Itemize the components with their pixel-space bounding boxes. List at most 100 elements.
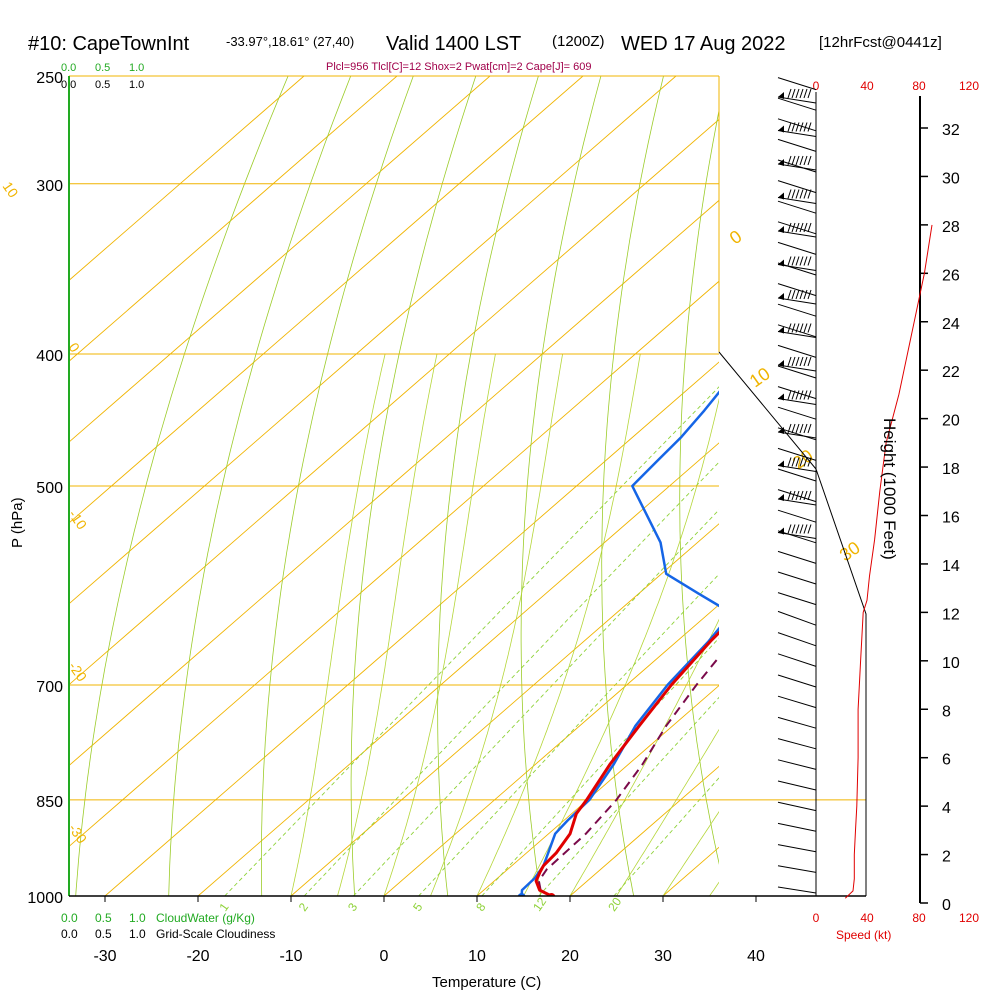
temperature-axis-label: Temperature (C) bbox=[432, 974, 541, 991]
wind-barb-feather bbox=[799, 289, 804, 300]
surface-temperature-dot bbox=[547, 893, 556, 896]
pressure-tick-label: 300 bbox=[36, 178, 63, 195]
temperature-tick-label: 0 bbox=[380, 948, 389, 965]
wind-barb bbox=[777, 447, 817, 461]
wind-barb-feather bbox=[803, 524, 808, 534]
wind-barb-feather bbox=[795, 524, 800, 534]
wind-barb-feather bbox=[807, 390, 812, 400]
wind-barb-feather bbox=[787, 222, 792, 233]
pressure-tick-label: 1000 bbox=[27, 890, 63, 907]
wind-barb-pennant bbox=[778, 159, 784, 166]
wind-barb bbox=[777, 406, 817, 420]
wind-barb bbox=[777, 571, 817, 585]
wind-barb-feather bbox=[799, 490, 804, 501]
wind-barb-feather bbox=[803, 423, 808, 434]
wind-barb-feather bbox=[803, 88, 808, 99]
wind-barb bbox=[777, 738, 817, 750]
wind-barb-feather bbox=[791, 189, 796, 199]
wind-barb bbox=[777, 159, 817, 173]
wind-barb-feather bbox=[787, 189, 792, 199]
temperature-tick-label: 20 bbox=[561, 948, 579, 965]
wind-barb-feather bbox=[787, 423, 792, 434]
wind-barb-feather bbox=[803, 490, 808, 501]
isotherm-line bbox=[69, 76, 305, 281]
height-tick-label: 18 bbox=[942, 461, 960, 478]
wind-barb bbox=[777, 844, 817, 853]
moist-adiabat bbox=[756, 354, 1000, 896]
temperature-tick-label: -30 bbox=[93, 948, 116, 965]
wind-barb-feather bbox=[791, 155, 796, 166]
isotherm-label: 30 bbox=[836, 537, 864, 565]
isotherm-line bbox=[69, 76, 491, 443]
wind-barb-feather bbox=[799, 323, 804, 333]
mixing-ratio-label: 2 bbox=[296, 900, 311, 914]
wind-panel: 0246810121416182022242628303200404080801… bbox=[718, 77, 979, 925]
wind-barb-feather bbox=[803, 222, 808, 233]
speed-tick-bottom: 40 bbox=[860, 911, 874, 925]
wind-barb-feather bbox=[791, 390, 796, 400]
utc-time: (1200Z) bbox=[552, 33, 605, 50]
profile-curves bbox=[517, 390, 719, 896]
wind-barb-feather bbox=[795, 289, 800, 300]
wind-barb bbox=[777, 592, 817, 606]
wind-barb bbox=[777, 398, 817, 405]
speed-tick-bottom: 0 bbox=[813, 911, 820, 925]
wind-barb-feather bbox=[795, 457, 800, 467]
wind-barb bbox=[777, 530, 817, 544]
wind-barb-feather bbox=[795, 423, 800, 434]
wind-barb bbox=[777, 344, 817, 358]
dry-adiabat bbox=[679, 108, 719, 865]
wind-barb-feather bbox=[799, 524, 804, 534]
wind-barb bbox=[777, 822, 817, 832]
wind-barb bbox=[777, 200, 817, 214]
cloudiness-tick-bot-2: 1.0 bbox=[129, 927, 146, 941]
wind-barb-feather bbox=[803, 122, 808, 132]
dry-adiabat bbox=[168, 76, 352, 896]
wind-barb-feather bbox=[807, 524, 812, 534]
mixing-ratio-line bbox=[481, 637, 719, 896]
wind-barb bbox=[777, 197, 817, 204]
wind-barb bbox=[777, 303, 817, 317]
wind-barb-feather bbox=[807, 323, 812, 333]
wind-barb-pennant bbox=[778, 427, 784, 434]
wind-barb-feather bbox=[791, 356, 796, 367]
wind-barb-feather bbox=[795, 155, 800, 166]
wind-barb-feather bbox=[799, 222, 804, 233]
wind-barb bbox=[777, 365, 817, 379]
speed-tick-bottom: 80 bbox=[912, 911, 926, 925]
wind-barb-feather bbox=[803, 323, 808, 333]
dry-adiabat bbox=[350, 76, 477, 896]
wind-barb-feather bbox=[803, 256, 808, 266]
temperature-tick-label: 40 bbox=[747, 948, 765, 965]
wind-barb-feather bbox=[807, 289, 812, 300]
wind-barb-feather bbox=[795, 189, 800, 199]
wind-barb-feather bbox=[799, 256, 804, 266]
isotherm-line bbox=[756, 76, 1000, 896]
moist-adiabat bbox=[290, 353, 386, 896]
station-coords: -33.97°,18.61° (27,40) bbox=[226, 34, 354, 49]
dry-adiabat bbox=[261, 76, 414, 896]
wind-barb bbox=[777, 886, 817, 894]
speed-tick-bottom: 120 bbox=[959, 911, 979, 925]
wind-barb bbox=[777, 653, 817, 667]
wind-barb-feather bbox=[803, 356, 808, 367]
wind-speed-profile bbox=[844, 224, 933, 899]
mixing-ratio-label: 3 bbox=[345, 900, 360, 914]
pressure-tick-label: 850 bbox=[36, 794, 63, 811]
cloud-tick-top-1: 0.5 bbox=[95, 62, 110, 74]
surface-dewpoint-dot bbox=[517, 893, 526, 896]
wind-barb-feather bbox=[795, 356, 800, 367]
wind-barb-feather bbox=[795, 323, 800, 333]
wind-barb-pennant bbox=[778, 259, 784, 267]
wind-barb bbox=[777, 759, 817, 770]
wind-barb-feather bbox=[803, 155, 808, 166]
wind-barb bbox=[777, 180, 817, 194]
wind-barb bbox=[777, 77, 817, 91]
wind-barb-feather bbox=[799, 155, 804, 166]
wind-barb-pennant bbox=[778, 125, 784, 133]
height-tick-label: 8 bbox=[942, 703, 951, 720]
isotherm-label: 10 bbox=[746, 363, 774, 391]
wind-barb-feather bbox=[791, 256, 796, 266]
wind-barb-feather bbox=[791, 88, 796, 99]
wind-barb-feather bbox=[807, 122, 812, 132]
